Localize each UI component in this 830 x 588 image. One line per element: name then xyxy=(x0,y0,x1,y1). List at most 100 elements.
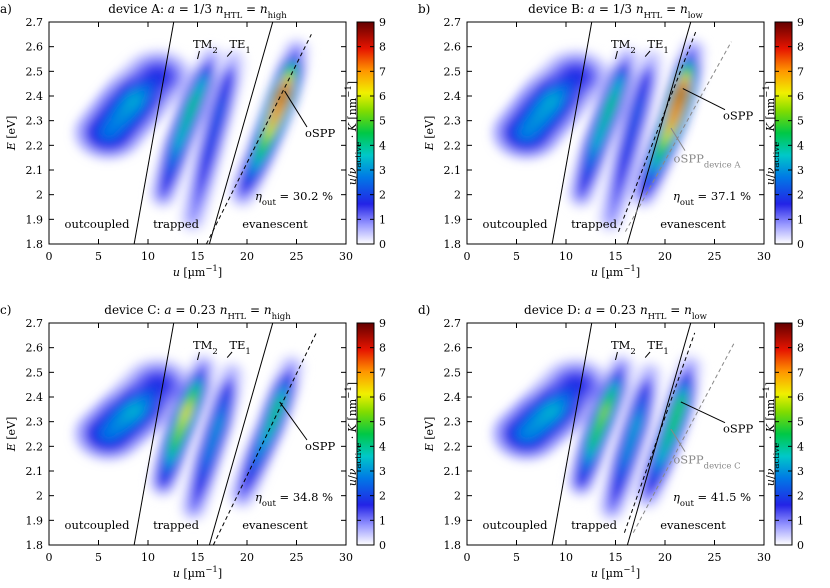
density-mark xyxy=(196,185,204,192)
arrow-tm2 xyxy=(615,50,618,60)
density-mark xyxy=(150,378,165,391)
feature-oSPP xyxy=(629,37,707,209)
efficiency-label: ηout = 41.5 % xyxy=(673,490,751,509)
annotation-reference-ospp: oSPPdevice A xyxy=(674,152,742,171)
colorbar xyxy=(774,322,793,546)
x-tick-label: 20 xyxy=(658,250,672,263)
y-tick-label: 2.6 xyxy=(444,342,462,355)
annotation-tm2: TM2 xyxy=(611,338,636,357)
annotation-ospp: oSPP xyxy=(305,439,336,453)
colorbar-tick-label: 5 xyxy=(797,416,804,429)
x-axis-label: u [µm−1] xyxy=(591,264,640,279)
x-tick-label: 20 xyxy=(240,250,254,263)
density-mark xyxy=(207,55,215,63)
colorbar-tick-label: 9 xyxy=(797,16,804,29)
ospp-dispersion-line xyxy=(212,332,317,545)
y-tick-label: 2.7 xyxy=(26,317,44,330)
colorbar-tick-label: 2 xyxy=(797,189,804,202)
arrow-te1 xyxy=(644,351,651,358)
x-tick-label: 5 xyxy=(95,551,102,564)
light-line xyxy=(551,323,593,545)
y-axis-label: E [eV] xyxy=(423,417,436,453)
x-axis-label: u [µm−1] xyxy=(591,565,640,580)
x-tick-label: 10 xyxy=(559,551,573,564)
colorbar-tick-label: 8 xyxy=(797,342,804,355)
panel-label: d) xyxy=(418,303,430,317)
density-mark xyxy=(199,172,207,180)
x-tick-label: 0 xyxy=(46,551,53,564)
x-tick-label: 20 xyxy=(240,551,254,564)
y-tick-label: 2.3 xyxy=(26,416,44,429)
arrow-reference-ospp xyxy=(670,127,686,151)
arrow-ospp xyxy=(680,401,726,424)
x-tick-label: 0 xyxy=(464,250,471,263)
x-tick-label: 30 xyxy=(339,250,353,263)
density-mark xyxy=(230,55,238,63)
colorbar-tick-label: 8 xyxy=(379,342,386,355)
x-tick-label: 15 xyxy=(191,551,205,564)
efficiency-label: ηout = 37.1 % xyxy=(673,189,751,208)
colorbar-tick-label: 9 xyxy=(797,317,804,330)
density-mark xyxy=(614,185,622,192)
x-tick-label: 5 xyxy=(513,250,520,263)
x-tick-label: 30 xyxy=(757,250,771,263)
colorbar-tick-label: 1 xyxy=(797,514,804,527)
x-tick-label: 10 xyxy=(141,551,155,564)
colorbar-tick-label: 0 xyxy=(379,539,386,552)
colorbar-tick-label: 7 xyxy=(797,366,804,379)
annotation-te1: TE1 xyxy=(647,338,669,357)
ospp-dispersion-line xyxy=(623,332,696,533)
feature-outcoupled xyxy=(492,358,610,460)
density-mark xyxy=(607,215,614,223)
y-tick-label: 2 xyxy=(36,189,43,202)
y-tick-label: 2.2 xyxy=(26,440,44,453)
x-tick-label: 25 xyxy=(708,551,722,564)
density-mark xyxy=(686,363,694,371)
substrate-line xyxy=(208,22,274,244)
density-mark xyxy=(189,215,197,223)
reference-ospp-line xyxy=(624,41,732,232)
colorbar-tick-label: 2 xyxy=(797,490,804,503)
y-tick-label: 1.9 xyxy=(26,514,44,527)
colorbar-tick-label: 6 xyxy=(379,90,386,103)
y-tick-label: 2.5 xyxy=(444,366,462,379)
colorbar-tick-label: 5 xyxy=(797,115,804,128)
x-tick-label: 15 xyxy=(609,250,623,263)
plot-area xyxy=(49,323,346,545)
colorbar-tick-label: 1 xyxy=(379,514,386,527)
colorbar-tick-label: 4 xyxy=(797,440,804,453)
density-mark xyxy=(192,203,199,211)
colorbar-tick-label: 0 xyxy=(797,238,804,251)
x-tick-label: 5 xyxy=(95,250,102,263)
colorbar xyxy=(356,21,375,245)
feature-TM2 xyxy=(148,353,218,498)
heatmap-layer xyxy=(74,37,311,234)
density-mark xyxy=(617,363,625,371)
panel-label: b) xyxy=(418,2,430,16)
feature-TM2 xyxy=(566,45,642,209)
y-axis-label: E [eV] xyxy=(5,417,18,453)
y-tick-label: 2.5 xyxy=(444,65,462,78)
y-tick-label: 2.7 xyxy=(26,16,44,29)
colorbar-tick-label: 6 xyxy=(379,391,386,404)
density-mark xyxy=(608,209,616,217)
colorbar-tick-label: 7 xyxy=(797,65,804,78)
region-label-trapped: trapped xyxy=(571,518,618,532)
panel-label: c) xyxy=(0,303,11,317)
colorbar-tick-label: 9 xyxy=(379,16,386,29)
feature-outcoupled xyxy=(492,50,610,159)
colorbar-tick-label: 4 xyxy=(379,440,386,453)
colorbar-tick-label: 3 xyxy=(797,465,804,478)
region-label-outcoupled: outcoupled xyxy=(483,217,549,231)
y-tick-label: 2.4 xyxy=(26,391,44,404)
chart-panel-d: 0 5 10 15 20 25 301.81.922.12.22.32.42.52.62.7… xyxy=(418,303,804,580)
y-tick-label: 2.3 xyxy=(444,416,462,429)
feature-oSPP xyxy=(228,37,311,209)
annotation-te1: TE1 xyxy=(647,37,669,56)
annotation-ospp: oSPP xyxy=(723,422,754,436)
density-mark xyxy=(618,166,626,174)
y-tick-label: 1.9 xyxy=(26,213,44,226)
density-mark xyxy=(610,203,617,211)
y-axis-label: E [eV] xyxy=(5,116,18,152)
